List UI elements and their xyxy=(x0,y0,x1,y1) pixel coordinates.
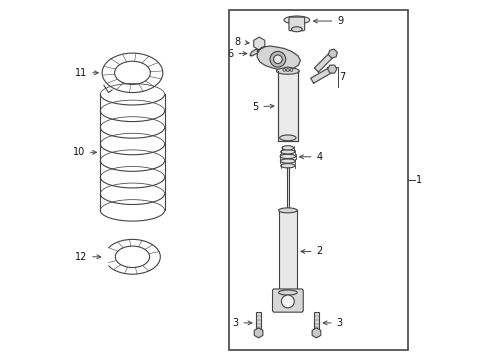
Ellipse shape xyxy=(280,154,296,158)
Text: 12: 12 xyxy=(75,252,101,262)
Text: 3: 3 xyxy=(323,318,343,328)
FancyBboxPatch shape xyxy=(272,289,303,312)
Ellipse shape xyxy=(279,290,297,295)
Bar xyxy=(314,312,319,332)
Ellipse shape xyxy=(282,146,294,150)
Bar xyxy=(279,210,297,293)
Circle shape xyxy=(283,68,286,71)
Bar xyxy=(229,10,408,350)
Ellipse shape xyxy=(276,68,299,74)
Ellipse shape xyxy=(292,27,302,32)
Text: 5: 5 xyxy=(252,102,274,112)
Polygon shape xyxy=(250,49,259,56)
Ellipse shape xyxy=(284,67,292,71)
Text: 7: 7 xyxy=(340,72,346,82)
Circle shape xyxy=(270,51,286,67)
Bar xyxy=(278,71,298,141)
Ellipse shape xyxy=(280,159,295,163)
Text: 10: 10 xyxy=(73,147,97,157)
Circle shape xyxy=(290,68,293,71)
Ellipse shape xyxy=(281,163,295,168)
Circle shape xyxy=(281,295,294,308)
Circle shape xyxy=(287,68,289,71)
Circle shape xyxy=(273,55,282,64)
Bar xyxy=(287,166,289,210)
Ellipse shape xyxy=(279,208,297,213)
Ellipse shape xyxy=(104,252,113,259)
Ellipse shape xyxy=(280,135,296,141)
Ellipse shape xyxy=(284,16,310,24)
Ellipse shape xyxy=(281,150,295,154)
Polygon shape xyxy=(315,51,335,72)
Bar xyxy=(256,312,262,332)
FancyBboxPatch shape xyxy=(289,17,305,31)
Text: 9: 9 xyxy=(314,16,343,26)
Text: 4: 4 xyxy=(299,152,322,162)
Text: 3: 3 xyxy=(232,318,252,328)
Text: 2: 2 xyxy=(301,247,323,256)
Text: 1: 1 xyxy=(416,175,422,185)
Polygon shape xyxy=(257,46,300,70)
Polygon shape xyxy=(311,67,334,83)
Text: 6: 6 xyxy=(227,49,247,59)
Text: 8: 8 xyxy=(235,37,249,47)
Text: 11: 11 xyxy=(75,68,98,78)
